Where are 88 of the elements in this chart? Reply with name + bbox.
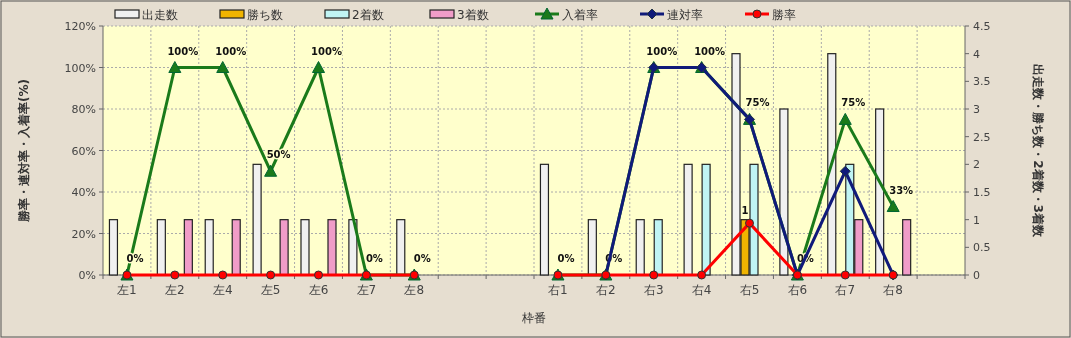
legend-label: 2着数 — [352, 8, 384, 22]
point — [218, 270, 228, 280]
x-axis-title: 枠番 — [521, 311, 546, 325]
x-tick-label: 右6 — [787, 283, 808, 297]
x-tick-label: 右4 — [691, 283, 712, 297]
x-tick-label: 右5 — [739, 283, 760, 297]
x-tick-label: 左8 — [404, 283, 425, 297]
data-label: 100% — [167, 45, 199, 57]
point — [168, 61, 182, 73]
point — [216, 61, 230, 73]
x-tick-label: 左1 — [117, 283, 137, 297]
point — [264, 164, 278, 177]
point — [838, 112, 852, 125]
x-tick-label: 右1 — [548, 283, 568, 297]
bar — [279, 219, 289, 276]
x-tick-label: 左5 — [260, 283, 281, 297]
bar — [701, 163, 711, 276]
data-label: 1 — [741, 204, 749, 216]
legend-label: 連対率 — [667, 8, 703, 22]
point — [886, 200, 900, 213]
x-tick-label: 左6 — [308, 283, 329, 297]
point — [170, 270, 180, 280]
bar — [587, 219, 597, 276]
x-tick-label: 右7 — [835, 283, 856, 297]
bar — [252, 163, 262, 276]
point — [312, 61, 325, 73]
point — [839, 165, 851, 177]
data-label: 33% — [889, 184, 914, 196]
y-tick-label: 20% — [71, 227, 96, 241]
data-label: 75% — [745, 97, 770, 109]
point — [745, 218, 754, 228]
point — [697, 270, 707, 280]
y2-tick-label: 3 — [973, 103, 980, 116]
y2-axis-title: 出走数・勝ち数・2着数・3着数 — [1031, 64, 1045, 238]
x-tick-label: 右3 — [643, 283, 664, 297]
y2-tick-label: 0 — [973, 269, 980, 282]
y-tick-label: 100% — [64, 61, 96, 75]
data-label: 0% — [365, 253, 383, 264]
bar — [183, 219, 193, 276]
bar — [231, 219, 241, 276]
y-tick-label: 60% — [71, 144, 96, 158]
y-tick-label: 120% — [64, 20, 96, 33]
y2-tick-label: 1.5 — [973, 186, 991, 199]
y-tick-label: 80% — [71, 103, 96, 116]
legend-label: 入着率 — [562, 8, 598, 22]
bar — [827, 53, 837, 276]
bar — [539, 163, 550, 276]
bar — [327, 219, 337, 276]
point — [840, 270, 850, 280]
bar — [683, 163, 693, 276]
x-tick-label: 左7 — [356, 283, 377, 297]
y2-tick-label: 0.5 — [973, 241, 991, 255]
legend-label: 勝ち数 — [247, 8, 283, 22]
x-tick-label: 右8 — [883, 283, 903, 297]
bar — [779, 108, 789, 276]
data-label: 0% — [557, 253, 575, 264]
bar — [108, 219, 119, 276]
data-label: 100% — [215, 45, 247, 57]
y2-tick-label: 1 — [973, 213, 980, 227]
y2-tick-label: 4 — [973, 47, 980, 61]
legend-label: 出走数 — [142, 8, 178, 22]
y2-tick-label: 3.5 — [973, 75, 991, 89]
data-label: 75% — [841, 97, 866, 109]
x-tick-label: 右2 — [596, 283, 616, 297]
bar — [300, 219, 310, 276]
y2-tick-label: 4.5 — [973, 20, 991, 33]
bar — [156, 219, 166, 276]
bar — [653, 219, 663, 276]
y-tick-label: 0% — [78, 269, 96, 282]
bar — [396, 219, 406, 276]
bar — [204, 219, 214, 276]
y-tick-label: 40% — [71, 186, 96, 199]
point — [649, 270, 659, 280]
data-label: 100% — [311, 45, 342, 57]
legend-label: 3着数 — [457, 8, 489, 22]
y2-tick-label: 2.5 — [973, 130, 991, 144]
point — [314, 270, 323, 280]
legend-label: 勝率 — [772, 8, 796, 22]
data-label: 100% — [694, 45, 726, 57]
data-label: 100% — [646, 45, 678, 57]
bar — [902, 219, 912, 276]
x-tick-label: 左2 — [165, 283, 185, 297]
y-axis-title: 勝率・連対率・入着率(%) — [17, 79, 31, 223]
x-tick-label: 左4 — [212, 283, 233, 297]
bar — [635, 219, 645, 276]
point — [266, 270, 276, 280]
y2-tick-label: 2 — [973, 158, 980, 172]
data-label: 0% — [413, 253, 431, 264]
